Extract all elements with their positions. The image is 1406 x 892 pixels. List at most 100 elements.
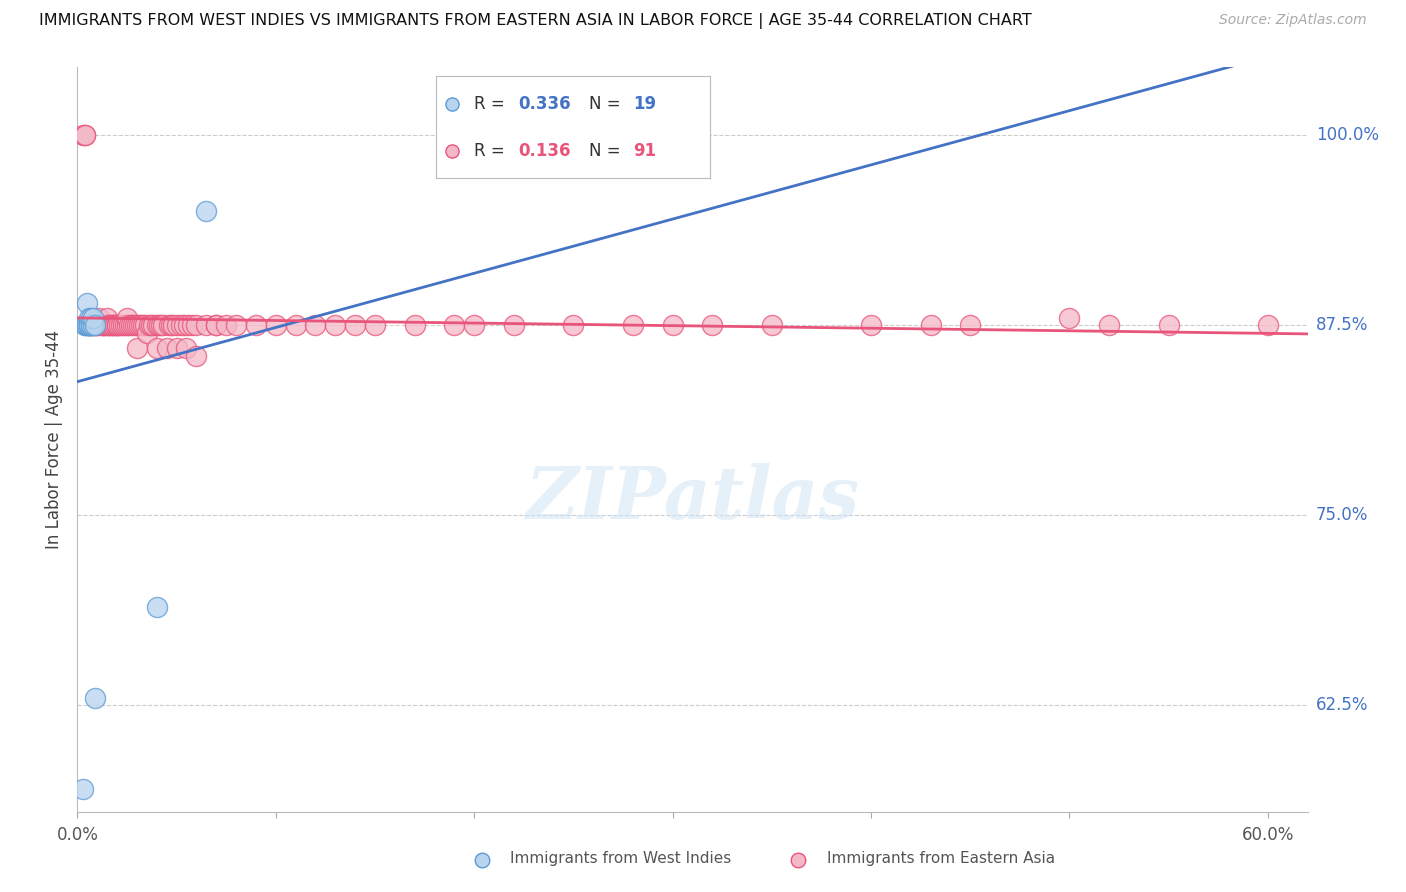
Point (157, 318, 180, 333)
Point (98, 318, 121, 333)
Point (76, 318, 98, 333)
Point (80, 318, 103, 333)
Point (152, 318, 174, 333)
Point (959, 318, 981, 333)
Point (77, 318, 100, 333)
Point (159, 318, 181, 333)
Point (166, 318, 188, 333)
Point (205, 318, 228, 333)
Point (1059, 310, 1081, 325)
Point (101, 318, 124, 333)
Point (173, 318, 195, 333)
Point (661, 318, 683, 333)
Point (111, 318, 134, 333)
Point (110, 318, 132, 333)
Point (84, 318, 107, 333)
Point (77, 310, 100, 325)
Text: 91: 91 (633, 142, 657, 160)
Point (323, 318, 346, 333)
Point (72, 781, 94, 796)
Point (80, 318, 103, 333)
Point (860, 318, 883, 333)
Point (129, 318, 152, 333)
Point (91, 318, 114, 333)
Point (120, 318, 142, 333)
Point (118, 318, 141, 333)
Text: 75.0%: 75.0% (1316, 507, 1368, 524)
Point (101, 318, 124, 333)
Point (195, 318, 218, 333)
Point (181, 318, 204, 333)
Text: R =: R = (474, 95, 510, 112)
Point (1257, 318, 1279, 333)
Point (91, 318, 114, 333)
Text: N =: N = (589, 142, 626, 160)
Point (76, 295, 98, 310)
Point (186, 318, 208, 333)
Point (100, 318, 122, 333)
Point (84, 690, 107, 705)
Point (82, 318, 104, 333)
Point (105, 318, 128, 333)
Point (96, 310, 118, 325)
Text: R =: R = (474, 142, 510, 160)
Point (304, 318, 326, 333)
Point (96, 318, 118, 333)
Point (75, 318, 97, 333)
Point (149, 318, 172, 333)
Point (72, 128, 94, 143)
Point (404, 318, 426, 333)
Point (1157, 318, 1180, 333)
Point (98, 318, 121, 333)
Text: ZIPatlas: ZIPatlas (526, 464, 859, 534)
Point (441, 144, 464, 158)
Text: 19: 19 (633, 95, 657, 112)
Point (186, 349, 208, 363)
Point (86, 318, 108, 333)
Point (75, 318, 97, 333)
Point (135, 326, 157, 340)
Point (787, 853, 810, 867)
Point (145, 318, 167, 333)
Point (264, 318, 287, 333)
Point (77, 318, 100, 333)
Point (80, 318, 103, 333)
Text: Immigrants from Eastern Asia: Immigrants from Eastern Asia (827, 851, 1054, 865)
Point (145, 341, 167, 355)
Point (94, 318, 117, 333)
Point (463, 318, 485, 333)
Point (128, 318, 150, 333)
Point (162, 318, 184, 333)
Point (284, 318, 307, 333)
Point (176, 341, 198, 355)
Point (125, 341, 148, 355)
Point (114, 318, 136, 333)
Point (148, 318, 170, 333)
Point (75, 128, 97, 143)
Point (344, 318, 367, 333)
Point (80, 310, 103, 325)
Text: 62.5%: 62.5% (1316, 697, 1368, 714)
Point (77, 318, 100, 333)
Point (177, 318, 200, 333)
Text: 87.5%: 87.5% (1316, 317, 1368, 334)
Point (125, 318, 148, 333)
Point (471, 853, 494, 867)
Point (443, 318, 465, 333)
Point (502, 318, 524, 333)
Point (205, 318, 228, 333)
Text: Source: ZipAtlas.com: Source: ZipAtlas.com (1219, 13, 1367, 28)
Point (132, 318, 155, 333)
Point (920, 318, 942, 333)
Point (245, 318, 267, 333)
Point (115, 318, 138, 333)
Point (89, 310, 111, 325)
Point (1098, 318, 1121, 333)
Point (441, 96, 464, 111)
Text: IMMIGRANTS FROM WEST INDIES VS IMMIGRANTS FROM EASTERN ASIA IN LABOR FORCE | AGE: IMMIGRANTS FROM WEST INDIES VS IMMIGRANT… (39, 13, 1032, 29)
Point (621, 318, 644, 333)
Point (90, 318, 112, 333)
Point (138, 318, 160, 333)
Point (122, 318, 145, 333)
Point (761, 318, 783, 333)
